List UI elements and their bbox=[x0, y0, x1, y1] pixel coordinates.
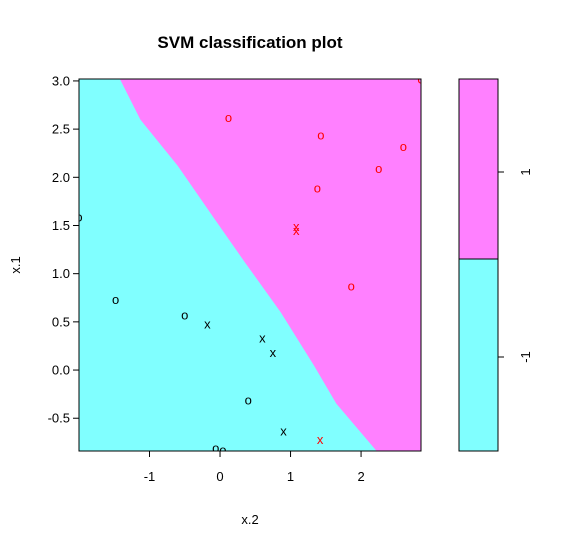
y-tick-label: 0.0 bbox=[52, 363, 70, 378]
x-axis: -1 0 1 2 bbox=[144, 451, 365, 484]
data-point-x: x bbox=[204, 316, 211, 331]
y-tick-label: -0.5 bbox=[48, 411, 70, 426]
data-point-o: o bbox=[112, 292, 119, 307]
colorbar-swatch-1 bbox=[459, 79, 498, 259]
y-tick-label: 1.5 bbox=[52, 218, 70, 233]
data-point-x: x bbox=[280, 423, 287, 438]
colorbar-tick-label: 1 bbox=[518, 168, 533, 175]
x-tick-label: 1 bbox=[287, 469, 294, 484]
data-point-o: o bbox=[245, 392, 252, 407]
data-point-o: o bbox=[314, 180, 321, 195]
colorbar-frame bbox=[458, 78, 499, 452]
data-point-o: o bbox=[75, 209, 82, 224]
colorbar-legend: -1 1 bbox=[458, 78, 533, 452]
data-point-o: o bbox=[375, 161, 382, 176]
data-point-x: x bbox=[293, 219, 300, 234]
y-tick-label: 2.5 bbox=[52, 122, 70, 137]
data-point-o: o bbox=[317, 127, 324, 142]
y-axis-label: x.1 bbox=[8, 256, 23, 273]
x-tick-label: -1 bbox=[144, 469, 156, 484]
data-point-o: o bbox=[417, 72, 424, 87]
data-point-o: o bbox=[400, 139, 407, 154]
y-tick-label: 2.0 bbox=[52, 170, 70, 185]
data-point-o: o bbox=[225, 110, 232, 125]
x-tick-label: 0 bbox=[216, 469, 223, 484]
data-point-x: x bbox=[259, 331, 266, 346]
x-axis-label: x.2 bbox=[241, 512, 258, 527]
colorbar-tick-label: -1 bbox=[518, 351, 533, 363]
data-point-x: x bbox=[293, 223, 300, 238]
data-point-o: o bbox=[212, 441, 219, 456]
colorbar-swatch-neg1 bbox=[459, 259, 498, 451]
y-tick-label: 1.0 bbox=[52, 266, 70, 281]
plot-frame bbox=[78, 78, 422, 452]
data-point-o: o bbox=[219, 443, 226, 458]
x-tick-label: 2 bbox=[357, 469, 364, 484]
data-point-o: o bbox=[181, 308, 188, 323]
data-point-x: x bbox=[270, 345, 277, 360]
data-point-o: o bbox=[348, 279, 355, 294]
region-class-1 bbox=[119, 79, 421, 451]
y-axis: -0.5 0.0 0.5 1.0 1.5 2.0 2.5 3.0 bbox=[48, 73, 79, 426]
chart-title: SVM classification plot bbox=[157, 33, 342, 52]
y-tick-label: 3.0 bbox=[52, 73, 70, 88]
data-point-x: x bbox=[317, 432, 324, 447]
y-tick-label: 0.5 bbox=[52, 314, 70, 329]
